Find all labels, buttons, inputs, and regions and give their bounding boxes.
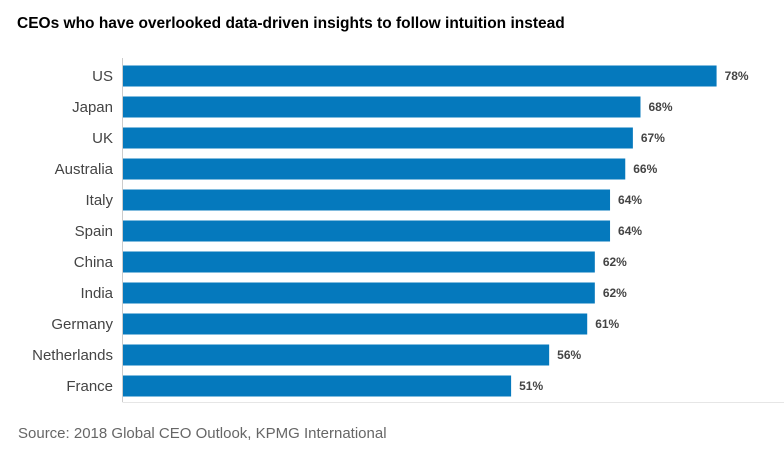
- bar: [123, 282, 595, 304]
- bar: [123, 158, 626, 180]
- chart-title: CEOs who have overlooked data-driven ins…: [17, 15, 565, 32]
- value-label: 62%: [603, 255, 627, 269]
- source-note: Source: 2018 Global CEO Outlook, KPMG In…: [18, 425, 387, 442]
- bar: [123, 189, 611, 211]
- category-label: Australia: [55, 161, 114, 178]
- value-label: 62%: [603, 286, 627, 300]
- bar: [123, 344, 550, 366]
- category-label: US: [92, 68, 113, 85]
- value-label: 61%: [595, 317, 619, 331]
- category-label: France: [66, 378, 113, 395]
- category-label: Italy: [85, 192, 113, 209]
- value-label: 66%: [633, 162, 657, 176]
- value-label: 64%: [618, 224, 642, 238]
- bar: [123, 127, 633, 149]
- bar: [123, 65, 717, 87]
- value-label: 64%: [618, 193, 642, 207]
- category-label: China: [74, 254, 114, 271]
- value-label: 68%: [648, 100, 672, 114]
- value-label: 78%: [725, 69, 749, 83]
- value-label: 67%: [641, 131, 665, 145]
- bar: [123, 375, 512, 397]
- category-label: Japan: [72, 99, 113, 116]
- category-label: UK: [92, 130, 113, 147]
- value-label: 56%: [557, 348, 581, 362]
- category-label: Germany: [51, 316, 113, 333]
- category-label: Spain: [75, 223, 113, 240]
- bar: [123, 313, 588, 335]
- bar: [123, 96, 641, 118]
- category-label: Netherlands: [32, 347, 113, 364]
- bar: [123, 251, 595, 273]
- value-label: 51%: [519, 379, 543, 393]
- category-label: India: [80, 285, 113, 302]
- bar: [123, 220, 611, 242]
